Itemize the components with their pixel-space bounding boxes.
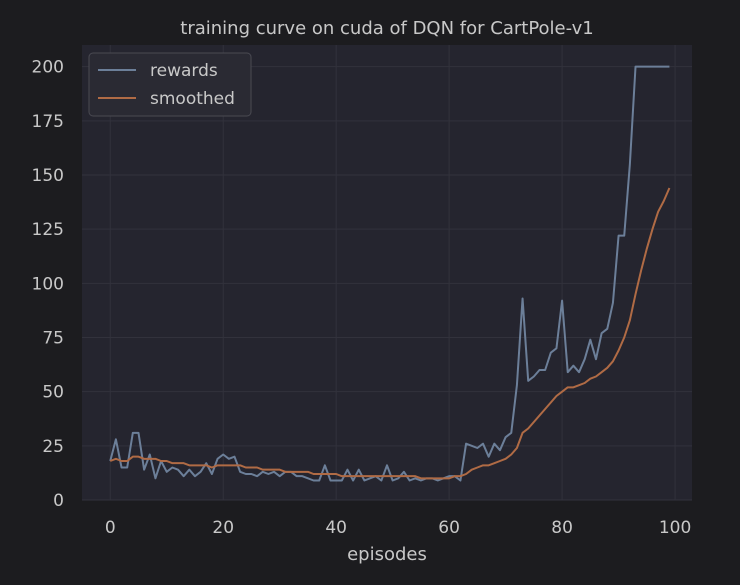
legend-label-smoothed: smoothed [150,89,235,109]
chart-title: training curve on cuda of DQN for CartPo… [180,18,593,39]
y-tick-label: 175 [32,112,64,132]
x-tick-label: 100 [659,518,691,538]
y-tick-label: 125 [32,220,64,240]
y-tick-label: 25 [42,437,64,457]
y-tick-label: 100 [32,274,64,294]
x-tick-label: 60 [438,518,460,538]
y-tick-label: 200 [32,58,64,78]
legend-box [88,52,252,117]
series-lines [109,65,671,482]
axis-ticks: 0 25 50 75 100 125 150 175 200 0 20 40 60 80 100 [32,58,692,538]
y-tick-label: 0 [53,491,64,511]
y-tick-label: 150 [32,166,64,186]
y-tick-label: 50 [42,383,64,403]
x-tick-label: 20 [212,518,234,538]
x-tick-label: 40 [325,518,347,538]
legend: rewards smoothed [88,52,252,117]
x-axis-label: episodes [347,544,427,565]
x-tick-label: 0 [105,518,116,538]
legend-label-rewards: rewards [150,61,218,81]
series-line-smoothed [109,187,671,480]
y-tick-label: 75 [42,329,64,349]
x-tick-label: 80 [551,518,573,538]
series-line-rewards [109,65,670,482]
grid-lines [82,45,692,501]
